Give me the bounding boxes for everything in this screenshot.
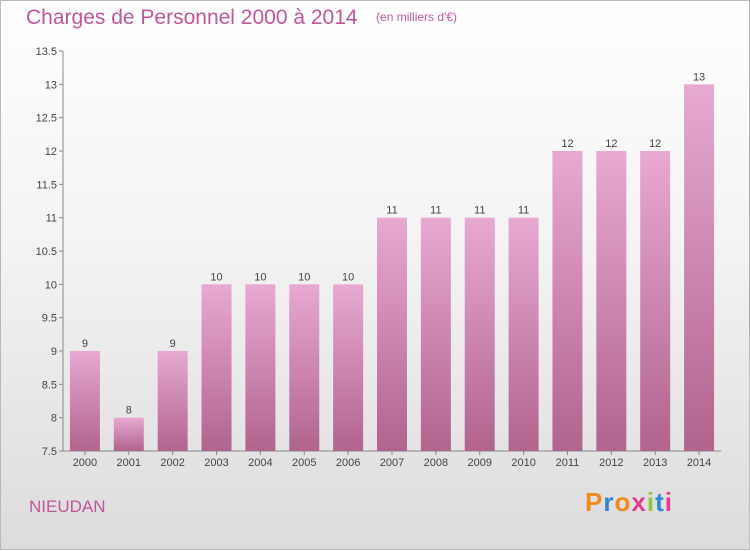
bar-value-label: 11 bbox=[518, 205, 529, 217]
y-tick-label: 7.5 bbox=[42, 446, 57, 458]
x-tick-label: 2014 bbox=[687, 457, 711, 469]
bar-value-label: 8 bbox=[126, 405, 132, 417]
bar bbox=[113, 417, 144, 451]
bar-value-label: 10 bbox=[342, 271, 354, 283]
logo-letter: t bbox=[655, 487, 665, 517]
x-tick-label: 2002 bbox=[160, 457, 184, 469]
bar-value-label: 11 bbox=[430, 205, 441, 217]
bar-value-label: 10 bbox=[298, 271, 310, 283]
x-tick-label: 2005 bbox=[292, 457, 316, 469]
x-tick-label: 2007 bbox=[380, 457, 404, 469]
bar bbox=[464, 217, 495, 451]
logo-letter: x bbox=[631, 487, 647, 517]
logo-letter: P bbox=[585, 487, 604, 517]
x-tick-label: 2000 bbox=[73, 457, 97, 469]
y-tick-label: 12.5 bbox=[36, 113, 57, 125]
bar bbox=[552, 151, 583, 451]
y-tick-label: 9 bbox=[51, 346, 57, 358]
x-tick-label: 2004 bbox=[248, 457, 272, 469]
bar-value-label: 13 bbox=[693, 71, 705, 83]
x-tick-label: 2009 bbox=[467, 457, 491, 469]
x-tick-label: 2008 bbox=[424, 457, 448, 469]
x-tick-label: 2003 bbox=[204, 457, 228, 469]
y-tick-label: 8.5 bbox=[42, 379, 57, 391]
bar-value-label: 11 bbox=[386, 205, 397, 217]
bar bbox=[245, 284, 276, 451]
bar-value-label: 10 bbox=[254, 271, 266, 283]
bar-value-label: 10 bbox=[210, 271, 222, 283]
bar-value-label: 12 bbox=[649, 138, 661, 150]
proxiti-logo[interactable]: Proxiti bbox=[585, 487, 673, 518]
bar bbox=[508, 217, 539, 451]
bar bbox=[684, 84, 715, 451]
y-tick-label: 8 bbox=[51, 413, 57, 425]
x-tick-label: 2012 bbox=[599, 457, 623, 469]
logo-letter: i bbox=[664, 487, 673, 517]
logo-letter: o bbox=[614, 487, 632, 517]
y-tick-label: 11.5 bbox=[36, 179, 57, 191]
commune-name: NIEUDAN bbox=[29, 497, 106, 516]
y-tick-label: 10 bbox=[45, 279, 57, 291]
chart-subtitle: (en milliers d'€) bbox=[376, 10, 458, 24]
bar-value-label: 12 bbox=[561, 138, 573, 150]
bar-value-label: 9 bbox=[170, 338, 176, 350]
y-tick-label: 13.5 bbox=[36, 46, 57, 58]
bar-value-label: 9 bbox=[82, 338, 88, 350]
bar bbox=[640, 151, 671, 451]
logo-letter: r bbox=[603, 487, 615, 517]
x-tick-label: 2001 bbox=[117, 457, 141, 469]
bar bbox=[596, 151, 627, 451]
bar bbox=[201, 284, 232, 451]
bar bbox=[69, 351, 100, 451]
bars bbox=[69, 84, 715, 451]
y-tick-label: 13 bbox=[45, 79, 57, 91]
bar bbox=[377, 217, 407, 451]
y-tick-label: 11 bbox=[46, 213, 57, 225]
chart-title: Charges de Personnel 2000 à 2014 bbox=[26, 6, 358, 29]
x-tick-label: 2010 bbox=[511, 457, 535, 469]
bar-value-label: 12 bbox=[605, 138, 617, 150]
y-tick-label: 12 bbox=[45, 146, 57, 158]
x-tick-label: 2006 bbox=[336, 457, 360, 469]
x-tick-label: 2013 bbox=[643, 457, 667, 469]
bar-value-label: 11 bbox=[474, 205, 485, 217]
bar bbox=[289, 284, 320, 451]
logo-letter: i bbox=[646, 487, 656, 517]
bar bbox=[157, 351, 188, 451]
bar bbox=[420, 217, 451, 451]
bar bbox=[333, 284, 364, 451]
x-tick-label: 2011 bbox=[556, 457, 580, 469]
y-tick-label: 10.5 bbox=[36, 246, 57, 258]
title-row: Charges de Personnel 2000 à 2014 (en mil… bbox=[26, 6, 457, 30]
y-tick-label: 9.5 bbox=[42, 313, 57, 325]
data-labels: 9 8 9 10 10 10 10 11 11 11 11 12 12 12 13 bbox=[82, 71, 705, 416]
